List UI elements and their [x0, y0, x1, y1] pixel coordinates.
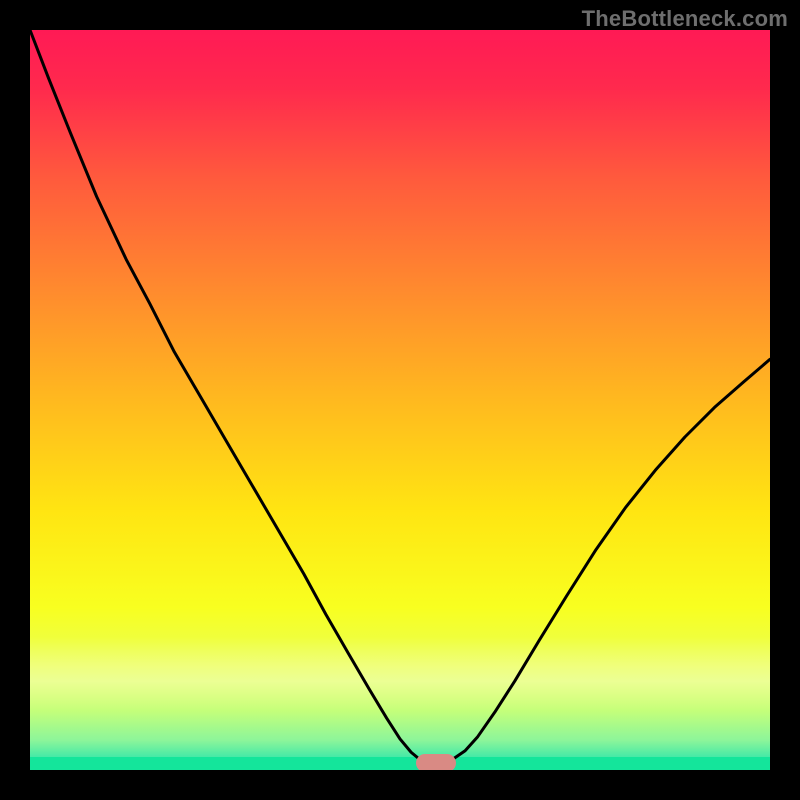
curve-svg [30, 30, 770, 770]
watermark-text: TheBottleneck.com [582, 6, 788, 32]
optimum-marker [416, 754, 456, 770]
chart-frame: TheBottleneck.com [0, 0, 800, 800]
bottleneck-curve [30, 30, 770, 763]
plot-area [30, 30, 770, 770]
